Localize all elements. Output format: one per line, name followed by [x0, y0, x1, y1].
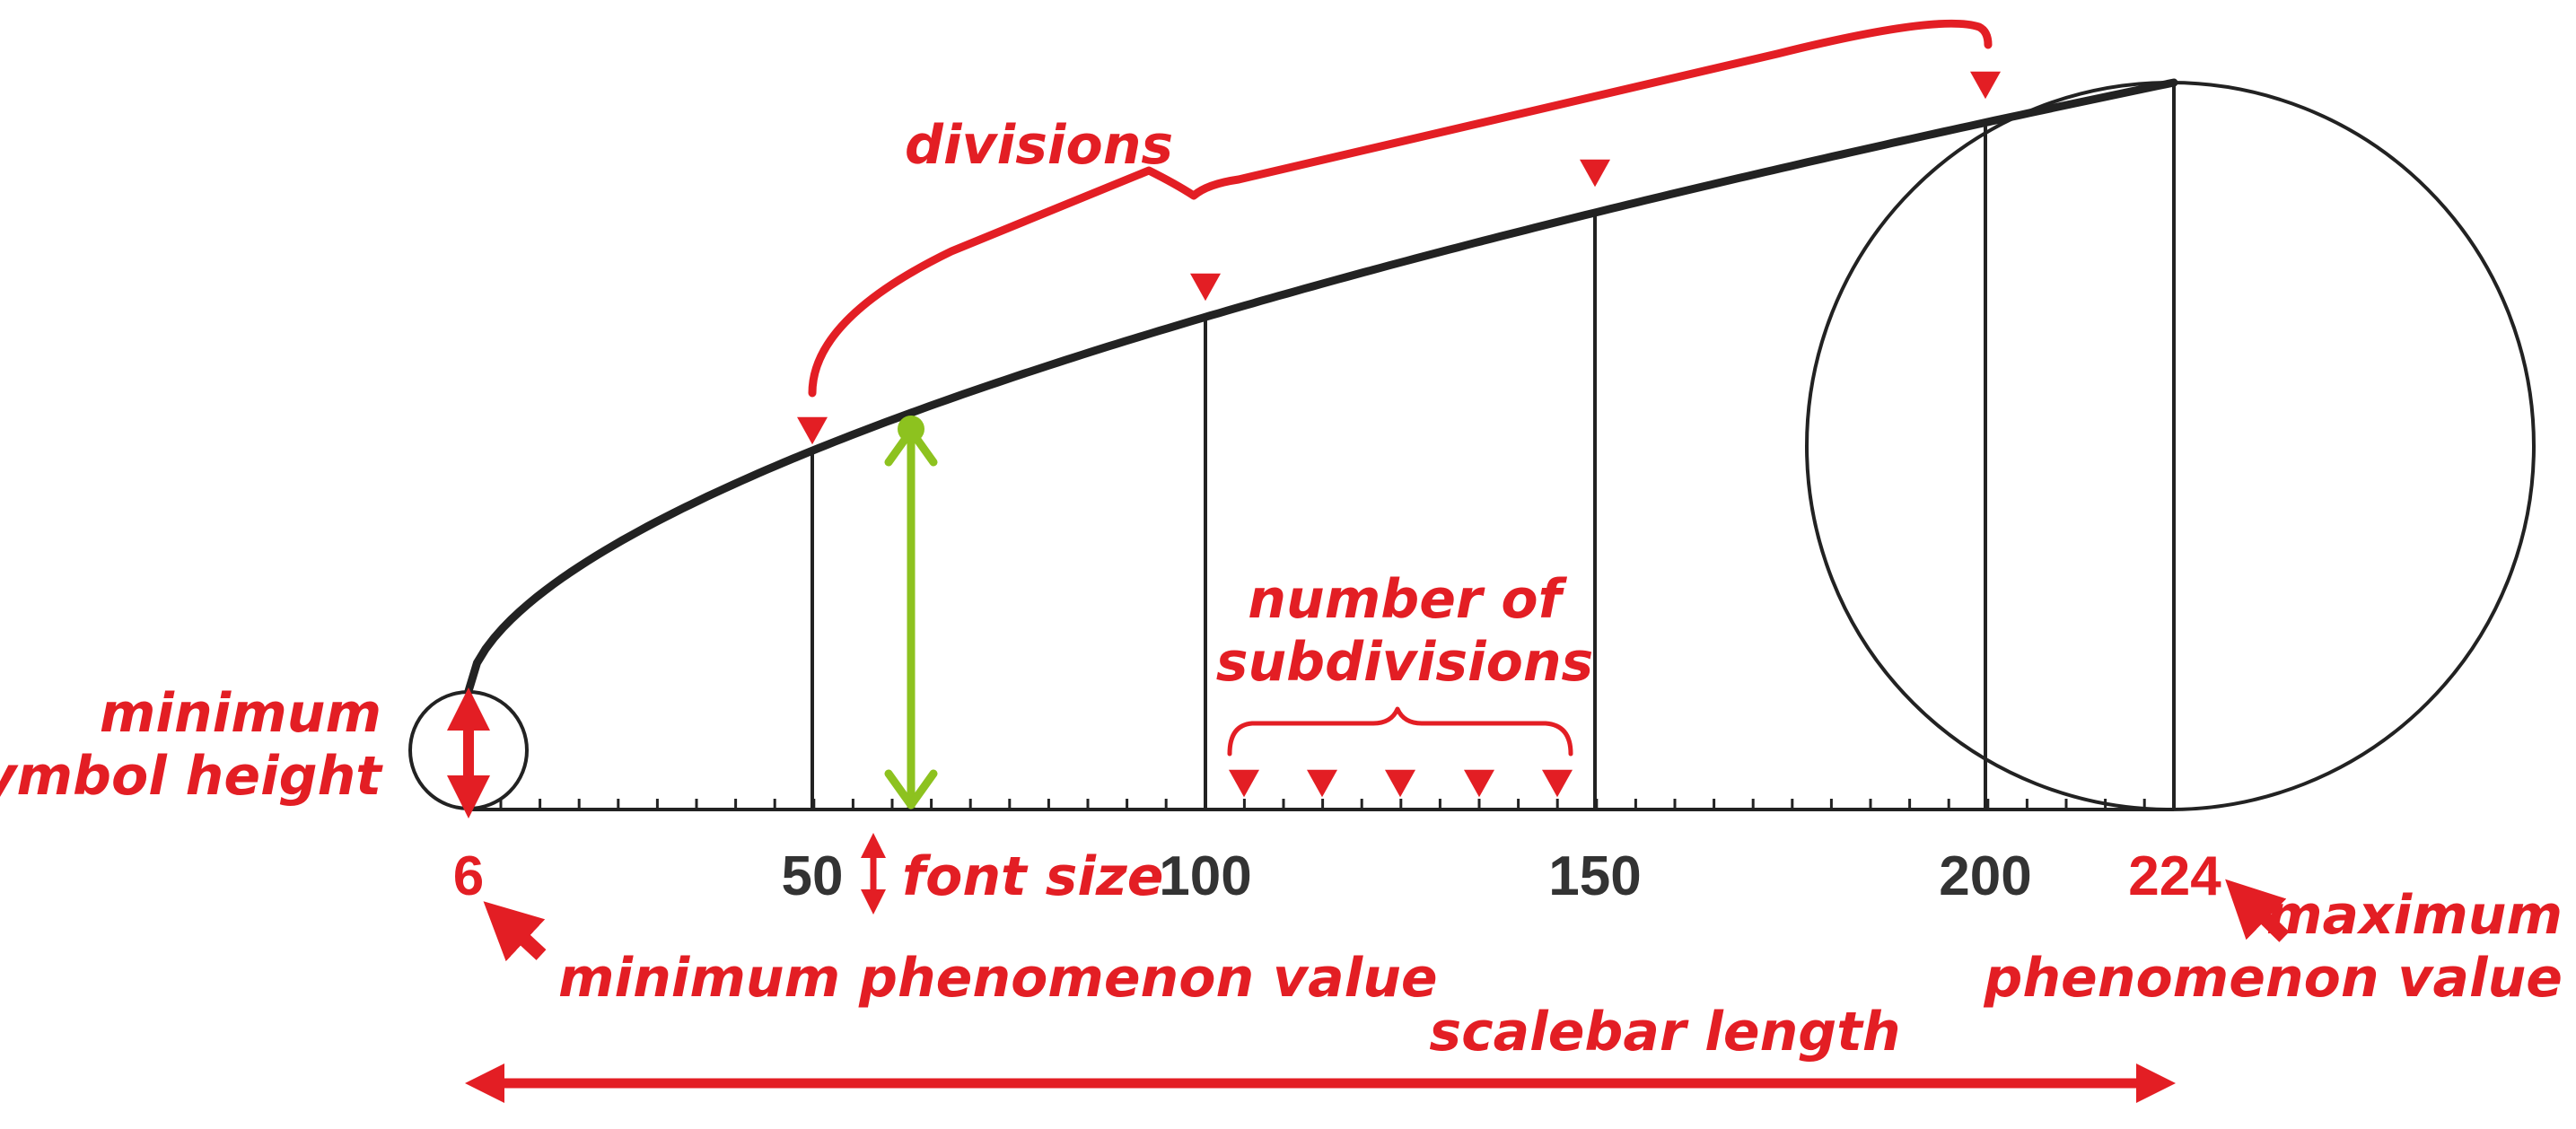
minimum-symbol-height-label-line1: minimum — [100, 682, 381, 745]
tick-label-200: 200 — [1939, 845, 2031, 907]
large-circle-symbol — [1805, 81, 2536, 811]
minimum-symbol-height-label-line2: symbol height — [0, 745, 383, 808]
division-markers — [797, 71, 2001, 445]
maximum-phenomenon-value-label-line2: phenomenon value — [1983, 947, 2563, 1010]
down-triangle-marker-icon — [1307, 769, 1337, 798]
tick-label-150: 150 — [1548, 845, 1641, 907]
symbol-height-curve — [464, 78, 2178, 696]
down-triangle-marker-icon — [1190, 273, 1221, 302]
scalebar-length-label: scalebar length — [1429, 1001, 1900, 1063]
min-phenomenon-arrow-icon — [483, 901, 547, 962]
tick-label-50: 50 — [782, 845, 844, 907]
tick-label-min: 6 — [453, 845, 484, 907]
font-size-measure-bottom-arrow-icon — [884, 769, 938, 810]
subdivision-markers — [1229, 769, 1573, 798]
font-size-label: font size — [902, 845, 1164, 908]
minimum-phenomenon-value-label: minimum phenomenon value — [558, 947, 1438, 1010]
down-triangle-marker-icon — [797, 416, 828, 445]
divisions-label: divisions — [905, 114, 1173, 177]
max-phenomenon-arrow-icon — [2225, 879, 2290, 942]
font-size-measure-dot — [898, 416, 924, 442]
down-triangle-marker-icon — [1385, 769, 1415, 798]
down-triangle-marker-icon — [1580, 159, 1610, 188]
division-lines — [810, 83, 2176, 810]
subdivisions-brace-icon — [1227, 706, 1573, 757]
down-triangle-marker-icon — [1229, 769, 1259, 798]
tick-label-max: 224 — [2128, 845, 2221, 907]
down-triangle-marker-icon — [1970, 71, 2001, 100]
down-triangle-marker-icon — [1464, 769, 1494, 798]
divisions-brace-icon — [808, 19, 1993, 398]
down-triangle-marker-icon — [1542, 769, 1573, 798]
number-of-subdivisions-label-line1: number of — [1248, 568, 1567, 631]
maximum-phenomenon-value-label-line1: maximum — [2266, 884, 2563, 947]
number-of-subdivisions-label-line2: subdivisions — [1216, 631, 1594, 694]
tick-label-100: 100 — [1159, 845, 1251, 907]
